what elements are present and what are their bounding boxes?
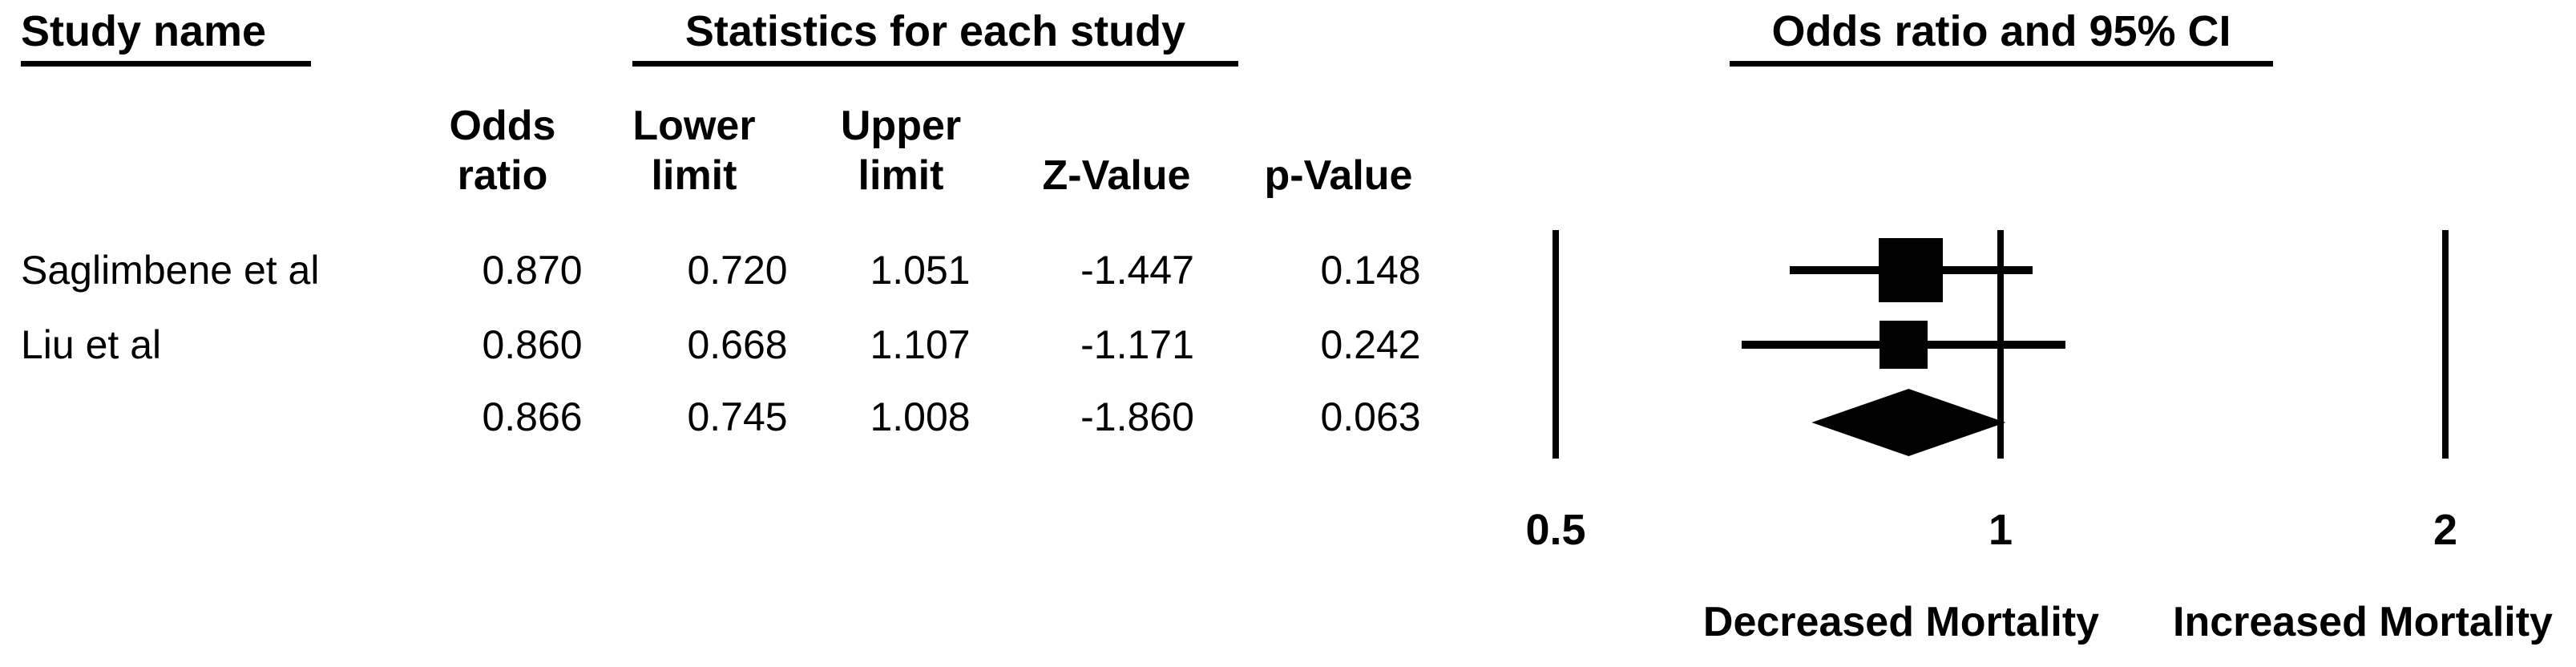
axis-tick-label-1: 1 xyxy=(1988,506,2013,554)
odds-ratio-ci-group-header: Odds ratio and 95% CI xyxy=(1730,8,2273,67)
upper-limit-value: 1.008 xyxy=(870,394,971,439)
statistics-group-header: Statistics for each study xyxy=(632,8,1238,67)
z-value: -1.447 xyxy=(1080,248,1194,293)
table-row-liu: Liu et al 0.860 0.668 1.107 -1.171 0.242 xyxy=(0,321,2576,369)
upper-limit-value: 1.051 xyxy=(870,248,971,293)
increased-mortality-label: Increased Mortality xyxy=(2173,599,2553,645)
lower-limit-value: 0.745 xyxy=(687,394,788,439)
axis-line-2 xyxy=(2442,230,2449,459)
z-value: -1.860 xyxy=(1080,394,1194,439)
p-value: 0.148 xyxy=(1320,248,1421,293)
square-marker-2 xyxy=(1880,321,1928,369)
column-header-p-value: p-Value xyxy=(1264,152,1413,199)
column-header-lower-limit: Lower limit xyxy=(632,103,756,199)
square-marker-1 xyxy=(1879,238,1944,302)
study-name: Liu et al xyxy=(21,322,162,367)
study-name-group-header: Study name xyxy=(21,8,311,67)
axis-tick-label-0.5: 0.5 xyxy=(1525,506,1586,554)
table-row-saglimbene: Saglimbene et al 0.870 0.720 1.051 -1.44… xyxy=(0,246,2576,294)
table-row-summary: 0.866 0.745 1.008 -1.860 0.063 xyxy=(0,393,2576,441)
odds-ratio-value: 0.866 xyxy=(482,394,583,439)
axis-tick-label-2: 2 xyxy=(2433,506,2458,554)
lower-limit-value: 0.668 xyxy=(687,322,788,367)
upper-limit-value: 1.107 xyxy=(870,322,971,367)
column-header-upper-limit: Upper limit xyxy=(840,103,962,199)
p-value: 0.242 xyxy=(1320,322,1421,367)
odds-ratio-value: 0.870 xyxy=(482,248,583,293)
summary-diamond-marker xyxy=(1811,389,2006,456)
axis-line-0.5 xyxy=(1552,230,1559,459)
z-value: -1.171 xyxy=(1080,322,1194,367)
p-value: 0.063 xyxy=(1320,394,1421,439)
study-name: Saglimbene et al xyxy=(21,248,320,293)
lower-limit-value: 0.720 xyxy=(687,248,788,293)
column-header-z-value: Z-Value xyxy=(1042,152,1191,199)
decreased-mortality-label: Decreased Mortality xyxy=(1702,599,2100,645)
column-header-odds-ratio: Odds ratio xyxy=(449,103,556,199)
odds-ratio-value: 0.860 xyxy=(482,322,583,367)
